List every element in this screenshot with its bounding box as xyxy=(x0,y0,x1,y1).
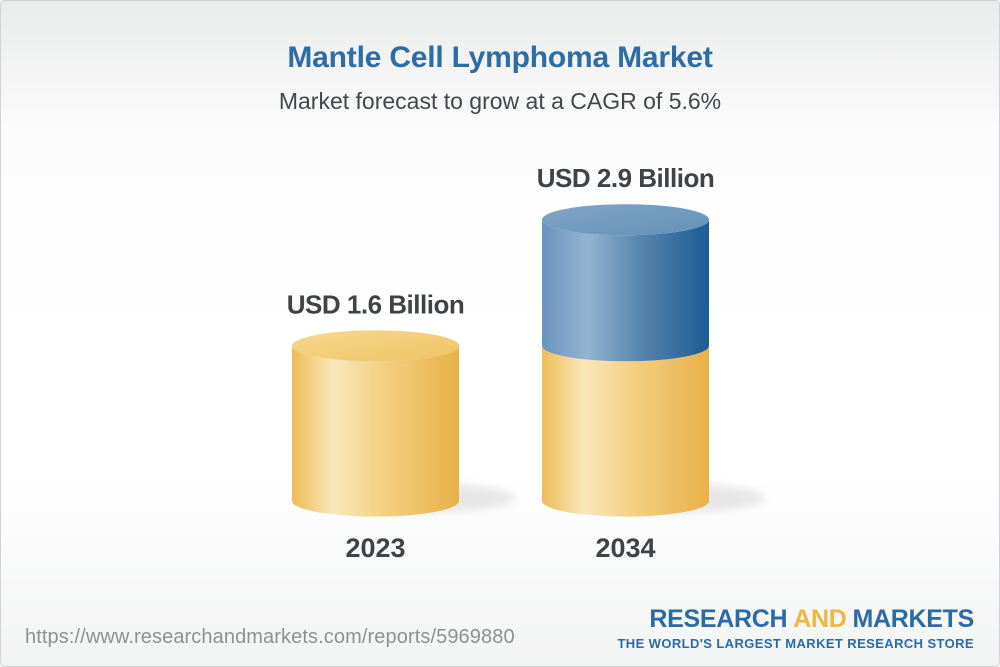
bar-value-label: USD 1.6 Billion xyxy=(287,289,464,319)
brand-logo: RESEARCH AND MARKETS THE WORLD'S LARGEST M… xyxy=(617,607,974,651)
brand-logo-tagline: THE WORLD'S LARGEST MARKET RESEARCH STOR… xyxy=(617,636,974,651)
bar-value-label: USD 2.9 Billion xyxy=(537,163,714,193)
bar-category-label: 2023 xyxy=(345,533,405,563)
logo-word-and: AND xyxy=(793,605,847,633)
cylinder-segment-blue xyxy=(542,219,709,362)
bar-2023: USD 1.6 Billion 2023 xyxy=(287,289,515,563)
bar-category-label: 2034 xyxy=(595,533,655,563)
report-url-text: https://www.researchandmarkets.com/repor… xyxy=(25,626,515,648)
bar-2034: USD 2.9 Billion 2034 xyxy=(537,163,765,563)
cylinder-top xyxy=(542,204,709,236)
logo-word-markets: MARKETS xyxy=(852,605,974,633)
cylinder-segment-gold xyxy=(292,345,460,517)
cylinder-segment-gold xyxy=(542,345,709,517)
cylinder-top xyxy=(292,330,459,362)
bars-group: USD 1.6 Billion 2023 USD 2.9 Billion 2034 xyxy=(287,163,765,563)
page-subtitle: Market forecast to grow at a CAGR of 5.6… xyxy=(278,88,722,114)
brand-logo-wordmark: RESEARCH AND MARKETS xyxy=(617,607,974,632)
logo-word-research: RESEARCH xyxy=(649,605,788,633)
page-title: Mantle Cell Lymphoma Market xyxy=(287,41,713,74)
